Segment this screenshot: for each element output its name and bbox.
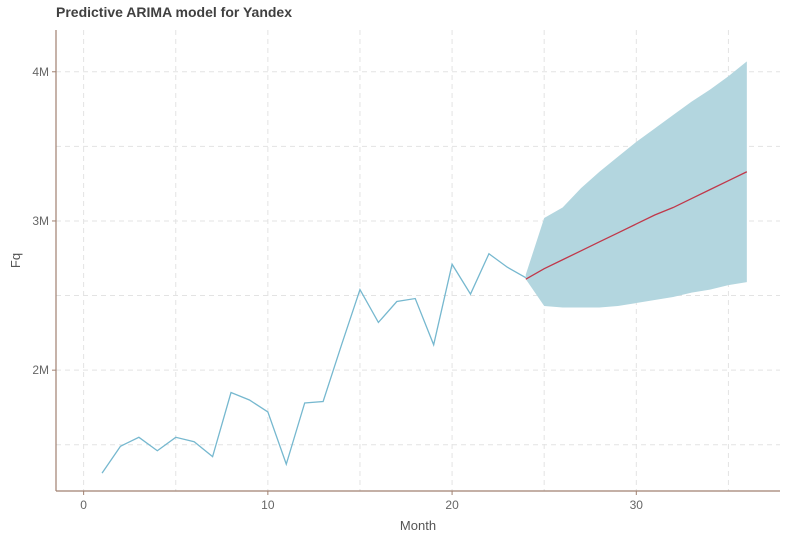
x-tick-label: 30 [630, 498, 644, 512]
y-tick-label: 4M [32, 65, 49, 79]
y-tick-label: 2M [32, 363, 49, 377]
tick-labels: 0 10 20 30 2M 3M 4M [32, 65, 643, 512]
x-tick-label: 0 [80, 498, 87, 512]
chart-title: Predictive ARIMA model for Yandex [56, 4, 292, 20]
confidence-band-layer [525, 61, 747, 308]
series-lines [101, 171, 748, 474]
forecast-confidence-band [525, 61, 747, 308]
forecast-series-line [525, 171, 748, 280]
y-tick-label: 3M [32, 214, 49, 228]
y-axis-title: Fq [8, 253, 23, 268]
x-tick-label: 10 [261, 498, 275, 512]
x-tick-label: 20 [445, 498, 459, 512]
x-axis-title: Month [400, 518, 436, 533]
observed-series-line [101, 252, 527, 474]
